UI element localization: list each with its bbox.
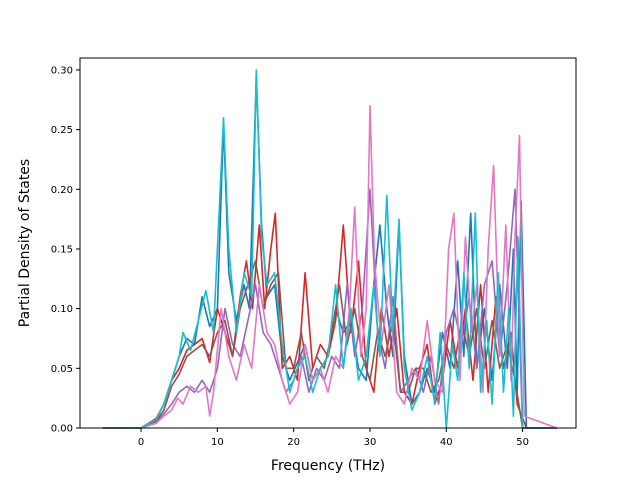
y-tick-label: 0.25 bbox=[51, 125, 73, 136]
x-tick-label: 20 bbox=[287, 437, 300, 448]
x-tick-label: 10 bbox=[211, 437, 224, 448]
x-tick-label: 40 bbox=[440, 437, 453, 448]
x-tick-label: 50 bbox=[516, 437, 529, 448]
series-line-5 bbox=[102, 69, 557, 429]
x-tick-label: 0 bbox=[138, 437, 144, 448]
series-layer bbox=[102, 69, 558, 429]
x-axis-label: Frequency (THz) bbox=[271, 458, 385, 474]
y-tick-label: 0.00 bbox=[51, 424, 73, 435]
y-axis-ticks: 0.00 0.05 0.10 0.15 0.20 0.25 0.30 bbox=[51, 65, 80, 435]
y-axis-label: Partial Density of States bbox=[17, 159, 33, 327]
plot-background bbox=[80, 58, 576, 428]
y-tick-label: 0.30 bbox=[51, 65, 73, 76]
plot-frame bbox=[79, 57, 577, 429]
series-line-3 bbox=[102, 260, 557, 429]
y-tick-label: 0.05 bbox=[51, 364, 73, 375]
x-axis-ticks: 0 10 20 30 40 50 bbox=[138, 428, 529, 448]
y-tick-label: 0.10 bbox=[51, 304, 73, 315]
x-tick-label: 30 bbox=[364, 437, 377, 448]
y-tick-label: 0.15 bbox=[51, 244, 73, 255]
y-tick-label: 0.20 bbox=[51, 185, 73, 196]
